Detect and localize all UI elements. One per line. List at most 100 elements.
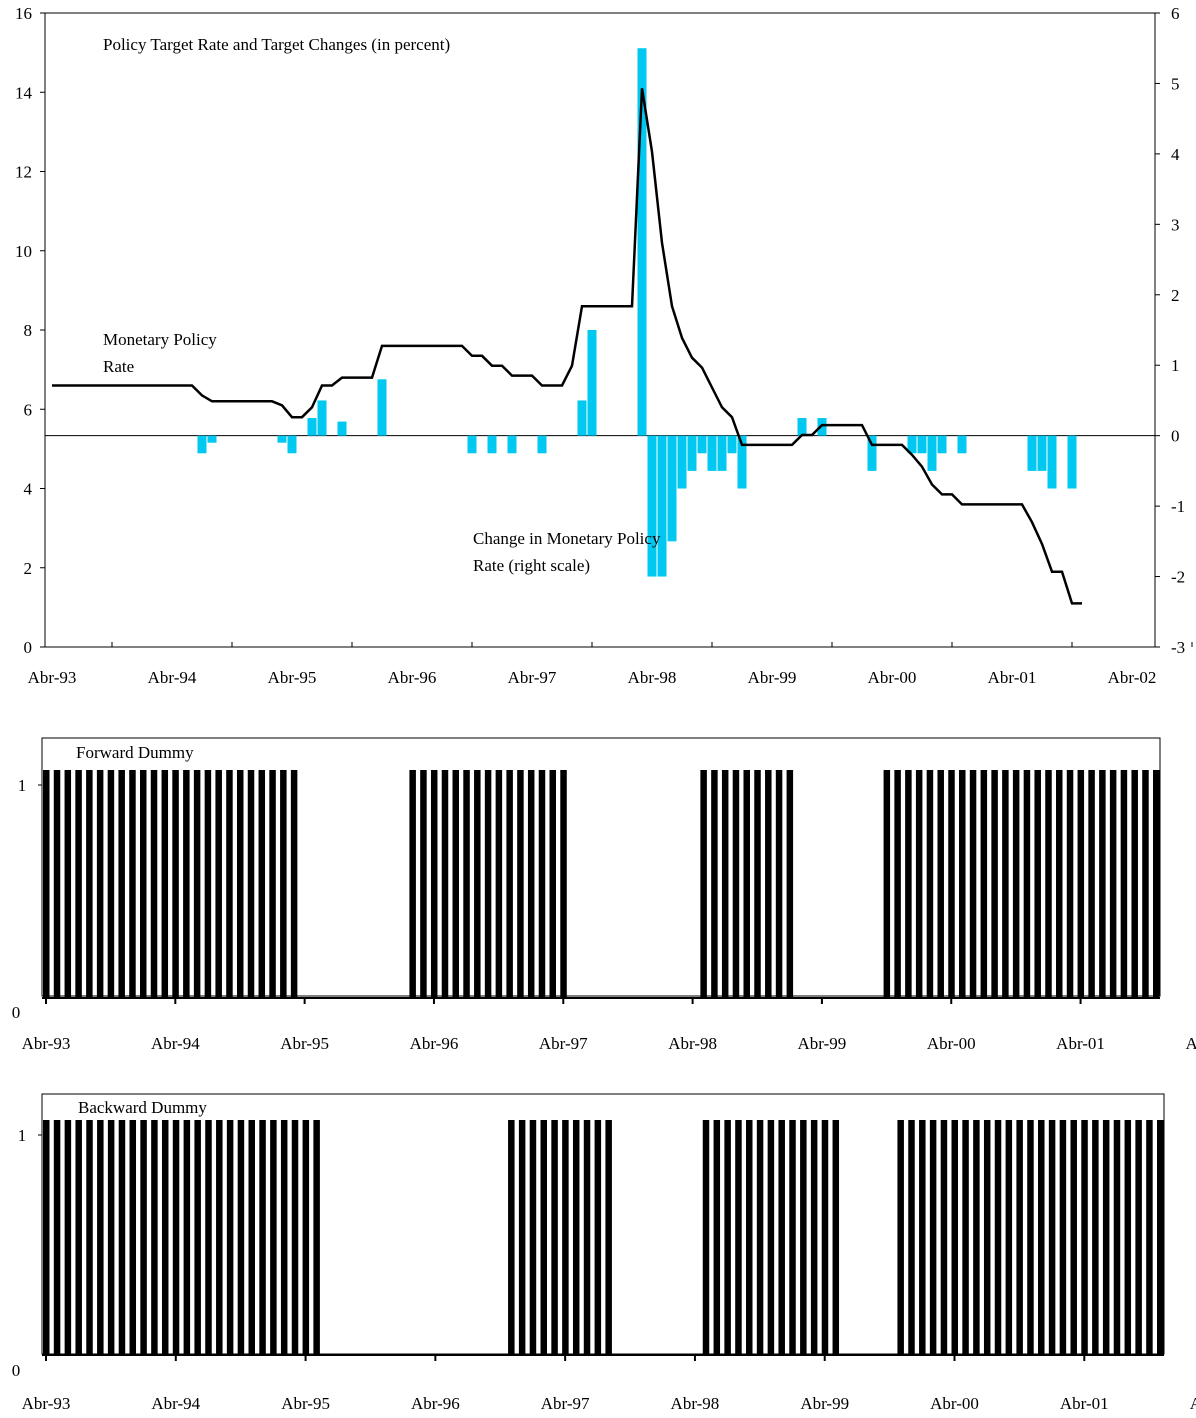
change-bar — [197, 435, 207, 454]
change-bar — [907, 435, 917, 454]
dummy-bar — [1023, 770, 1031, 998]
change-bar — [917, 435, 927, 454]
dummy-bar — [746, 1120, 753, 1355]
dummy-bar — [775, 770, 783, 998]
dummy-bar — [959, 770, 966, 998]
change-bar — [667, 435, 677, 542]
dummy-bar — [1038, 1120, 1045, 1355]
dummy-bar — [926, 770, 934, 998]
dummy-bar — [1016, 1120, 1023, 1355]
dummy-bar — [420, 770, 427, 998]
dummy-bar — [767, 1120, 775, 1355]
dummy-bar — [302, 1120, 310, 1355]
dummy-bar — [97, 1120, 104, 1355]
dummy-bar — [789, 1120, 796, 1355]
dummy-bar — [527, 770, 535, 998]
dummy-bar — [540, 1120, 548, 1355]
dummy-bar — [313, 1120, 320, 1355]
dummy-bar — [973, 1120, 980, 1355]
dummy-bar — [75, 1120, 82, 1355]
change-bar — [867, 435, 877, 471]
dummy-bar — [962, 1120, 969, 1355]
chart2-title: Forward Dummy — [76, 743, 194, 762]
dummy-bar — [1124, 1120, 1132, 1355]
dummy-bar — [247, 770, 255, 998]
x-axis-label: Abr-96 — [411, 1394, 460, 1413]
dummy-bar — [495, 770, 503, 998]
change-bar — [487, 435, 497, 454]
dummy-bar — [721, 770, 729, 998]
x-axis-label: Abr-01 — [1056, 1034, 1105, 1053]
x-axis-label: Abr-97 — [539, 1034, 588, 1053]
dummy-bar — [86, 1120, 93, 1355]
x-axis-label: Abr-99 — [800, 1394, 849, 1413]
dummy-bar — [1131, 770, 1138, 998]
change-bar — [717, 435, 727, 471]
dummy-bar — [1113, 1120, 1121, 1355]
change-bar — [287, 435, 297, 454]
change-bar — [937, 435, 947, 454]
right-axis-label: 2 — [1171, 286, 1180, 305]
dummy-bar — [1045, 770, 1052, 998]
dummy-bar — [894, 770, 901, 998]
change-bar — [957, 435, 967, 454]
x-axis-label: Abr-97 — [541, 1394, 590, 1413]
dummy-bar — [883, 770, 891, 998]
chart1-annotation-change-line1: Change in Monetary Policy — [473, 529, 661, 548]
dummy-bar — [518, 1120, 526, 1355]
right-axis-label: 3 — [1171, 215, 1180, 234]
dummy-bar — [1012, 770, 1020, 998]
dummy-bar — [194, 1120, 201, 1355]
dummy-bar — [605, 1120, 612, 1355]
dummy-bar — [517, 770, 524, 998]
change-bar — [577, 400, 587, 436]
dummy-bar — [86, 770, 93, 998]
dummy-bar — [1059, 1120, 1067, 1355]
chart2-dummy-bars — [43, 770, 1160, 998]
dummy-bar — [800, 1120, 807, 1355]
dummy-bar — [538, 770, 546, 998]
dummy-bar — [1048, 1120, 1056, 1355]
dummy-bar — [1099, 770, 1106, 998]
change-bar — [507, 435, 517, 454]
x-axis-label: Abr-95 — [268, 668, 317, 687]
dummy-bar — [118, 1120, 126, 1355]
dummy-bar — [118, 770, 125, 998]
change-bar — [637, 48, 647, 436]
y-axis-label-1: 1 — [18, 1126, 27, 1145]
x-axis-label: Abr-02 — [1108, 668, 1157, 687]
dummy-bar — [562, 1120, 569, 1355]
dummy-bar — [1077, 770, 1085, 998]
dummy-bar — [484, 770, 492, 998]
dummy-bar — [560, 770, 567, 998]
x-axis-label: Abr-00 — [930, 1394, 979, 1413]
dummy-bar — [1135, 1120, 1142, 1355]
dummy-bar — [549, 770, 557, 998]
dummy-bar — [994, 1120, 1002, 1355]
change-bar — [737, 435, 747, 489]
dummy-bar — [821, 1120, 829, 1355]
dummy-bar — [919, 1120, 926, 1355]
right-axis-label: 0 — [1171, 427, 1180, 446]
dummy-bar — [1081, 1120, 1088, 1355]
dummy-bar — [756, 1120, 764, 1355]
change-bar — [467, 435, 477, 454]
dummy-bar — [702, 1120, 710, 1355]
dummy-bar — [430, 770, 438, 998]
dummy-bar — [215, 770, 222, 998]
chart1-rate-line — [52, 88, 1082, 605]
dummy-bar — [1070, 1120, 1077, 1355]
dummy-bar — [140, 1120, 147, 1355]
x-axis-label: Abr-97 — [508, 668, 557, 687]
dummy-bar — [53, 1120, 61, 1355]
dummy-bar — [1146, 1120, 1153, 1355]
change-bar — [817, 418, 827, 436]
dummy-bar — [1002, 770, 1009, 998]
x-axis-label: Abr-94 — [148, 668, 197, 687]
x-axis-label: Abr-98 — [628, 668, 677, 687]
dummy-bar — [908, 1120, 915, 1355]
chart1-annotation-change-line2: Rate (right scale) — [473, 556, 590, 575]
dummy-bar — [929, 1120, 937, 1355]
x-axis-label: Abr-94 — [151, 1394, 200, 1413]
